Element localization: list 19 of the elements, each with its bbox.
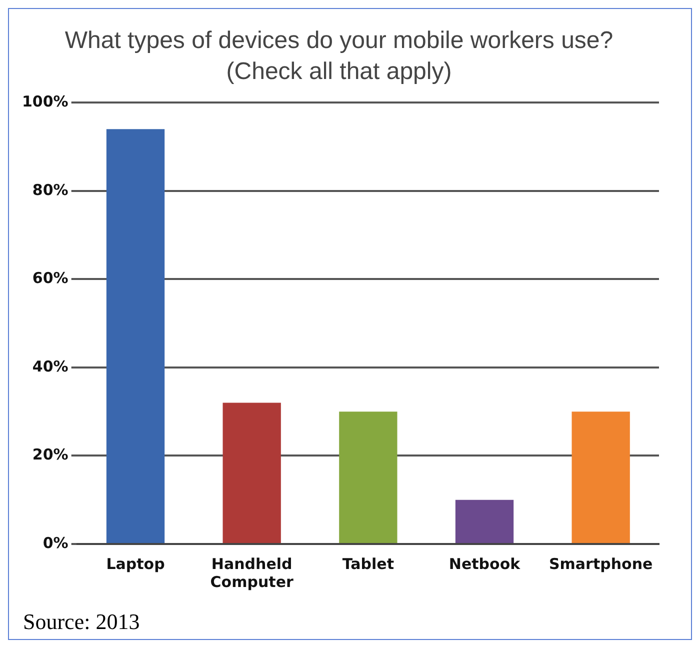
- y-tick-label: 60%: [32, 269, 68, 288]
- y-tick-label: 0%: [42, 534, 68, 552]
- x-tick-label: Smartphone: [548, 554, 653, 573]
- bar: [106, 129, 165, 543]
- x-tick-label: Laptop: [106, 554, 166, 573]
- y-tick-label: 80%: [32, 180, 68, 199]
- y-tick-label: 100%: [22, 92, 68, 110]
- y-tick-label: 40%: [32, 357, 68, 376]
- x-tick-label: Netbook: [448, 554, 522, 573]
- bar: [572, 412, 630, 543]
- y-tick-label: 20%: [32, 446, 68, 464]
- chart-title: What types of devices do your mobile workers use?: [64, 27, 614, 54]
- bar: [455, 500, 514, 543]
- bar: [222, 402, 281, 543]
- x-tick-label: Handheld Computer: [210, 554, 294, 591]
- source-note: Source: 2013: [22, 609, 141, 636]
- chart-subtitle: (Check all that apply): [226, 58, 452, 85]
- bar: [339, 412, 398, 543]
- x-tick-label: Tablet: [342, 554, 394, 573]
